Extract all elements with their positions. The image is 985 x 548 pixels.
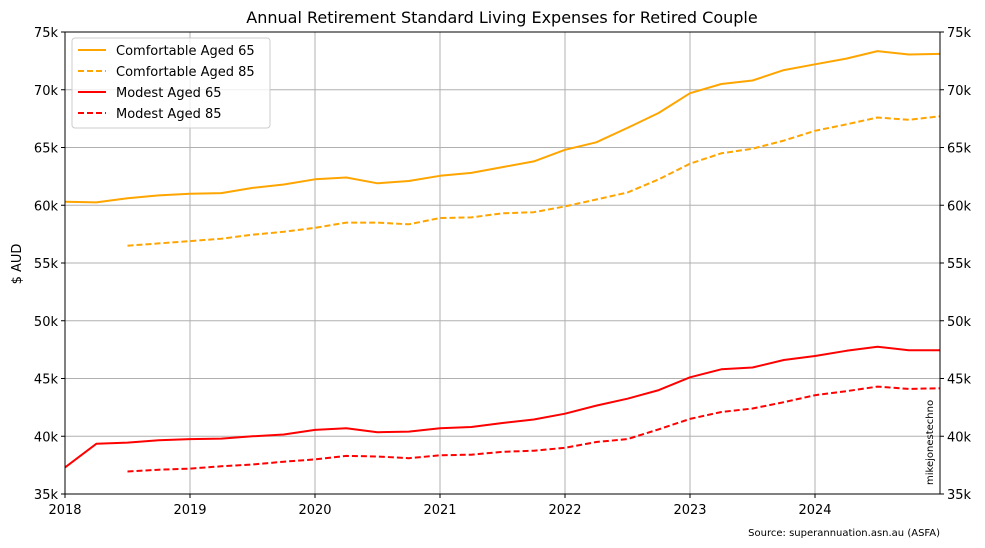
y-tick-label-right: 70k xyxy=(947,84,972,99)
series-line-comfortable-aged-85 xyxy=(127,115,941,247)
x-tick-label: 2022 xyxy=(548,503,581,518)
series-line-comfortable-aged-65 xyxy=(64,50,941,204)
y-tick-label-left: 40k xyxy=(34,430,59,445)
y-tick-label-left: 50k xyxy=(34,315,59,330)
legend-label: Comfortable Aged 85 xyxy=(116,65,255,80)
chart-title: Annual Retirement Standard Living Expens… xyxy=(246,8,757,27)
legend-label: Modest Aged 65 xyxy=(116,86,222,101)
watermark-text: mikejonestechno xyxy=(925,400,936,485)
y-tick-label-left: 35k xyxy=(34,488,59,503)
y-tick-label-right: 65k xyxy=(947,142,972,157)
y-tick-label-right: 75k xyxy=(947,26,972,41)
y-tick-label-left: 65k xyxy=(34,142,59,157)
legend-label: Comfortable Aged 65 xyxy=(116,44,255,59)
y-tick-label-left: 75k xyxy=(34,26,59,41)
source-note: Source: superannuation.asn.au (ASFA) xyxy=(748,528,940,539)
legend: Comfortable Aged 65 Comfortable Aged 85 Mo… xyxy=(71,37,271,129)
x-tick-label: 2023 xyxy=(673,503,706,518)
y-tick-label-left: 60k xyxy=(34,199,59,214)
y-tick-label-right: 55k xyxy=(947,257,972,272)
y-tick-label-right: 50k xyxy=(947,315,972,330)
y-tick-label-left: 45k xyxy=(34,373,59,388)
x-tick-label: 2021 xyxy=(423,503,456,518)
legend-box xyxy=(71,37,271,129)
y-tick-label-left: 55k xyxy=(34,257,59,272)
x-tick-label: 2020 xyxy=(298,503,331,518)
y-tick-label-left: 70k xyxy=(34,84,59,99)
x-tick-label: 2019 xyxy=(173,503,206,518)
series-layer xyxy=(64,50,941,473)
y-tick-label-right: 60k xyxy=(947,199,972,214)
y-tick-label-right: 40k xyxy=(947,430,972,445)
x-tick-label: 2018 xyxy=(48,503,81,518)
legend-label: Modest Aged 85 xyxy=(116,107,222,122)
y-tick-label-right: 45k xyxy=(947,373,972,388)
axis-ticks: 2018 2019 2020 2021 2022 2023 2024 35k 35k 40k 40k… xyxy=(34,26,972,518)
y-tick-label-right: 35k xyxy=(947,488,972,503)
series-line-modest-aged-65 xyxy=(64,345,940,469)
x-tick-label: 2024 xyxy=(798,503,831,518)
y-axis-label: $ AUD xyxy=(10,244,25,285)
series-line-modest-aged-85 xyxy=(127,385,941,473)
grid-lines xyxy=(64,31,940,495)
